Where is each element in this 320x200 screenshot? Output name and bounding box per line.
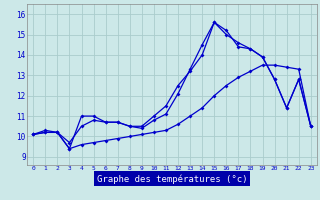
X-axis label: Graphe des températures (°c): Graphe des températures (°c) [97, 174, 247, 184]
